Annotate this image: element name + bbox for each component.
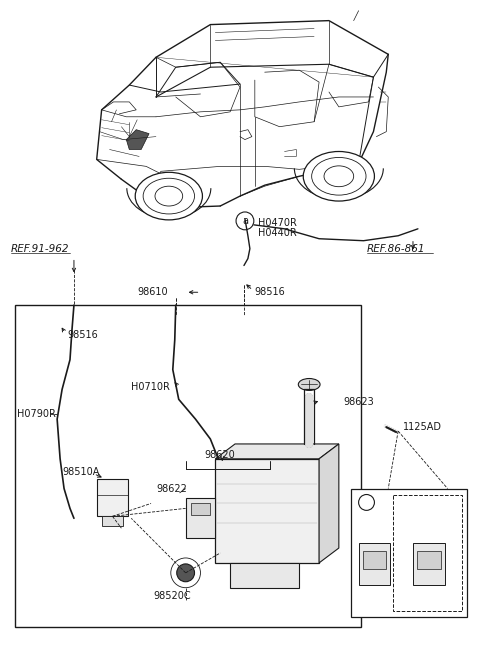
Bar xyxy=(186,499,216,538)
Bar xyxy=(359,543,390,585)
Text: 98516: 98516 xyxy=(67,330,98,340)
Ellipse shape xyxy=(324,166,354,186)
Text: 98510A: 98510A xyxy=(62,467,99,477)
Text: 1125AD: 1125AD xyxy=(403,422,442,432)
Ellipse shape xyxy=(298,379,320,390)
Text: 98520C: 98520C xyxy=(153,591,191,600)
Text: a: a xyxy=(364,498,369,507)
Text: REF.91-962: REF.91-962 xyxy=(11,244,69,253)
Text: 98622: 98622 xyxy=(156,484,187,493)
Text: (-150917): (-150917) xyxy=(396,504,441,513)
Bar xyxy=(191,504,210,515)
Bar xyxy=(393,495,462,611)
Ellipse shape xyxy=(155,186,183,206)
Ellipse shape xyxy=(135,172,203,220)
Polygon shape xyxy=(216,444,339,459)
Bar xyxy=(351,488,468,617)
Text: 98620: 98620 xyxy=(205,450,236,460)
Text: 98661G: 98661G xyxy=(403,515,441,525)
Text: REF.86-861: REF.86-861 xyxy=(367,244,425,253)
Text: 98610: 98610 xyxy=(138,287,168,297)
Text: H0790R: H0790R xyxy=(17,409,56,419)
Text: H0470R: H0470R xyxy=(258,218,297,228)
Bar xyxy=(413,543,444,585)
Bar xyxy=(96,479,128,516)
Bar xyxy=(230,563,300,588)
Polygon shape xyxy=(319,444,339,563)
Text: H0440R: H0440R xyxy=(258,228,297,238)
Bar xyxy=(102,516,123,526)
Text: 98516: 98516 xyxy=(255,287,286,297)
Text: a: a xyxy=(242,216,248,226)
Bar xyxy=(417,551,441,569)
Text: 98623: 98623 xyxy=(344,397,374,407)
Bar xyxy=(216,459,319,563)
Polygon shape xyxy=(126,130,149,150)
Text: H0710R: H0710R xyxy=(131,382,170,392)
Text: 81199: 81199 xyxy=(354,508,384,519)
Bar xyxy=(362,551,386,569)
Circle shape xyxy=(177,564,194,582)
Bar xyxy=(14,305,360,628)
Ellipse shape xyxy=(303,152,374,201)
